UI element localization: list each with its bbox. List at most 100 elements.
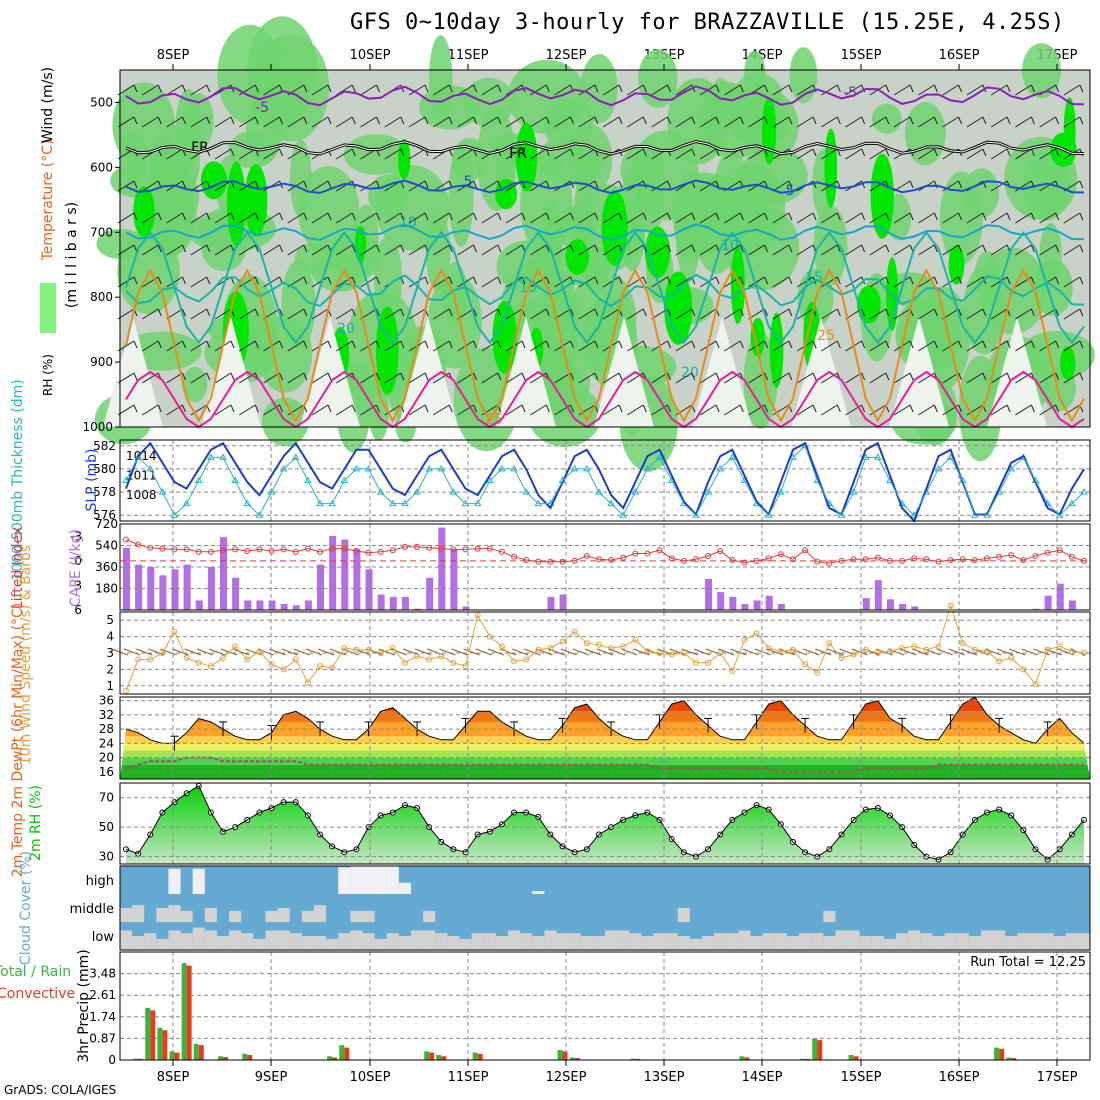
wind-barb [651,212,668,224]
wind-barb-flag [764,372,769,381]
wind-frame [119,611,1091,695]
wind-barb-flag [473,116,478,125]
wind-barb-flag [642,340,647,349]
wind-speed-marker [244,656,251,663]
cloud-cell-middle [277,908,290,922]
lifted-marker [304,545,311,552]
cloud-cell-low [1065,933,1078,950]
cloud-cell-low [520,933,533,950]
wind-barb [602,212,620,224]
cloud-cell-low [568,933,581,950]
temp-tick: 24 [99,736,114,750]
wind-barb-flag [545,276,550,285]
wind-barb [578,308,596,320]
wind-barb-flag [473,372,478,381]
lifted-marker [583,552,590,559]
wind-barb-flag [618,212,623,221]
cape-bar [753,600,761,610]
wind-barb [627,116,644,128]
wind-barb-flag [667,212,672,221]
wind-barb-flag [1055,372,1060,381]
precip-convective-bar [562,1051,568,1060]
wind-barb [893,116,911,128]
wind-barb [239,404,256,416]
wind-barb-flag [594,276,599,285]
wind-barb [796,116,814,128]
wind-barb-flag [182,276,186,285]
cloud-cell-low [132,936,145,950]
wind-barb-flag [376,372,380,381]
precip-total-bar [630,1058,636,1060]
precip-total-bar [218,1056,224,1060]
wind-barb [166,372,183,384]
wind-barb [942,212,959,224]
wind-barb-flag [909,180,914,189]
wind-barb [869,148,887,160]
wind-barb [821,308,838,320]
thickness-marker [607,499,615,507]
precip-tick: 3.48 [89,967,116,981]
wind-barb-flag [885,148,890,157]
wind-barb-flag [1030,340,1035,349]
wind-barb [166,212,183,224]
wind-barb-flag [667,404,672,413]
wind-barb-flag [861,180,866,189]
temp-band [120,743,1090,751]
wind-barb [675,116,693,128]
wind-barb [263,212,280,224]
wind-barb [918,404,935,416]
surface-wind-barb [742,648,759,656]
wind-tick: 5 [106,613,114,627]
wind-barb-flag [448,308,453,317]
wind-barb-flag [667,244,672,253]
wind-barb [239,244,256,256]
wind-barb [869,308,887,320]
surface-wind-barb [827,648,844,656]
rh-dry-spike [496,317,556,427]
wind-barb [772,372,790,384]
rh-blob-mid [452,137,487,182]
wind-barb-flag [303,180,308,189]
wind-barb-flag [351,340,356,349]
cloud-cell-middle [156,908,169,922]
wind-barb-flag [1079,180,1084,189]
wind-barb [141,212,159,224]
wind-barb-flag [303,116,308,125]
wind-barb-flag [1055,276,1060,285]
thickness-marker [267,488,276,495]
ylabel-thickness: 1000-500mb Thickness (dm) [10,379,26,580]
thickness-marker [485,476,494,483]
wind-speed-marker [123,687,129,694]
wind-barb [336,404,353,416]
cloud-cell-low [750,936,763,950]
cape-bar [462,606,470,610]
cape-tick: 180 [95,582,118,596]
wind-barb-flag [570,340,575,349]
wind-barb-flag [982,212,987,221]
wind-barb-flag [667,84,672,93]
wind-barb [117,276,135,288]
wind-barb-flag [424,116,429,125]
surface-wind-barb [960,648,978,656]
wind-barb-flag [473,180,478,189]
surface-wind-barb [657,648,674,656]
surface-wind-barb [936,648,953,656]
surface-wind-barb [803,648,820,656]
wind-barb-flag [351,244,356,253]
wind-barb [845,212,862,224]
wind-barb-flag [715,148,720,157]
thickness-marker [619,511,628,518]
rh-blob-mid [696,86,771,159]
thickness-marker [182,499,191,507]
thickness-marker [861,453,870,460]
cape-bar [353,549,361,610]
wind-barb-flag [351,148,356,157]
wind-barb [311,244,329,256]
wind-barb-flag [448,340,453,349]
thickness-marker [122,476,130,483]
wind-barb-flag [1006,276,1011,285]
wind-barb [990,244,1008,256]
wind-barb [966,84,984,96]
cape-bar [268,600,276,610]
precip-convective-bar [344,1047,350,1060]
